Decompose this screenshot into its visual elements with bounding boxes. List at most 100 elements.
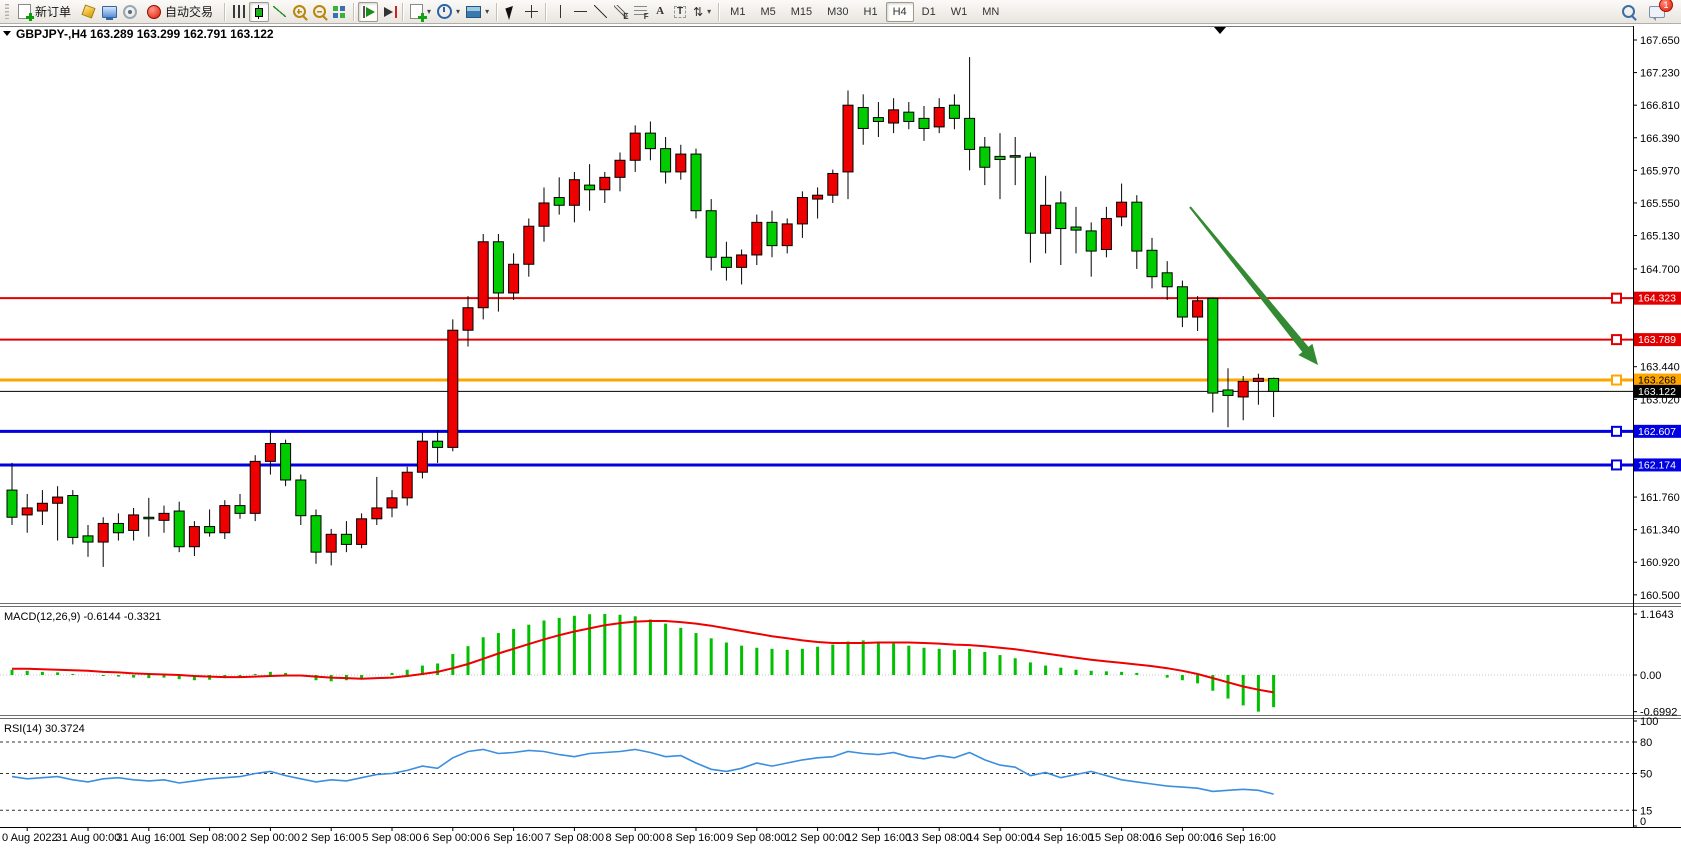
chevron-down-icon[interactable]: ▾: [427, 7, 432, 16]
timeframe-button-mn[interactable]: MN: [982, 5, 1000, 18]
chart-window: 167.650 167.230 166.810 166.390 165.970 165.5…: [0, 24, 1681, 847]
toolbar-separator: [402, 2, 404, 21]
resistance-line-2-handle[interactable]: [1611, 334, 1622, 346]
price-axis-tick-label: 167.650: [1640, 35, 1680, 47]
arrows-tool-icon: ⇅: [693, 4, 704, 19]
down-arrow-annotation[interactable]: [1189, 206, 1318, 365]
support-line-2-handle[interactable]: [1611, 459, 1622, 471]
price-axis-tick-label: 164.700: [1640, 264, 1680, 276]
candle-bull: [1237, 380, 1249, 398]
fibonacci-tool-button[interactable]: F: [630, 2, 650, 22]
timeframe-button-h1[interactable]: H1: [863, 5, 878, 18]
candle-bull: [264, 443, 276, 462]
timeframe-button-m15[interactable]: M15: [790, 5, 813, 18]
autotrade-label: 自动交易: [165, 5, 214, 19]
time-axis-label: 12 Sep 16:00: [846, 832, 911, 844]
crosshair-tool-button[interactable]: [521, 2, 541, 22]
candle-bear: [857, 107, 869, 129]
candlestick-chart-button[interactable]: [249, 1, 270, 22]
timeframe-button-m30[interactable]: M30: [827, 5, 849, 18]
new-order-icon: [18, 4, 34, 21]
candle-bear: [553, 197, 565, 206]
candle-bear: [310, 515, 322, 553]
time-axis-label: 7 Sep 08:00: [545, 832, 604, 844]
bar-chart-icon: [233, 5, 246, 18]
time-axis-label: 14 Sep 00:00: [967, 832, 1032, 844]
signals-button[interactable]: [120, 2, 140, 22]
rsi-axis-tick-label: 100: [1640, 716, 1658, 728]
chart-symbol-title: GBPJPY-,H4 163.289 163.299 162.791 163.1…: [16, 27, 274, 41]
candle-bear: [979, 146, 991, 168]
horizontal-line-icon: [573, 5, 587, 18]
horizontal-line-tool-button[interactable]: [570, 2, 590, 22]
price-chart[interactable]: 167.650 167.230 166.810 166.390 165.970 165.5…: [0, 24, 1681, 847]
rsi-line: [11, 748, 1274, 795]
candle-bear: [1207, 297, 1219, 394]
toolbar-separator: [718, 2, 720, 21]
chevron-down-icon[interactable]: ▾: [485, 7, 490, 16]
autotrade-button[interactable]: 自动交易: [140, 2, 220, 22]
chevron-down-icon[interactable]: ▾: [456, 7, 461, 16]
current-price-line-price-label-text: 163.122: [1638, 386, 1676, 398]
terminal-button[interactable]: [99, 2, 120, 22]
timeframe-button-h4[interactable]: H4: [885, 1, 914, 22]
zoom-in-button[interactable]: [289, 2, 309, 22]
candle-bear: [432, 440, 444, 448]
arrows-tool-button[interactable]: ⇅ ▾: [690, 2, 714, 22]
candle-bull: [97, 522, 109, 543]
price-axis-tick-label: 161.340: [1640, 525, 1680, 537]
chart-shift-marker[interactable]: [1214, 27, 1226, 34]
resistance-line-1-handle[interactable]: [1611, 292, 1622, 304]
bar-chart-button[interactable]: [229, 2, 249, 22]
vertical-line-tool-button[interactable]: [550, 2, 570, 22]
support-line-1-handle[interactable]: [1611, 425, 1622, 437]
templates-button[interactable]: ▾: [463, 2, 492, 22]
indicators-button[interactable]: ▾: [407, 2, 434, 22]
timeframe-button-m1[interactable]: M1: [730, 5, 746, 18]
title-expand-icon[interactable]: [3, 31, 11, 36]
price-axis-tick-label: 165.130: [1640, 231, 1680, 243]
price-axis-tick-label: 166.810: [1640, 100, 1680, 112]
new-order-button[interactable]: 新订单: [11, 2, 78, 22]
text-tool-button[interactable]: A: [650, 2, 670, 22]
toolbar-grip[interactable]: [5, 4, 9, 19]
periods-button[interactable]: ▾: [434, 2, 463, 22]
timeframe-button-d1[interactable]: D1: [921, 5, 936, 18]
current-price-line-price-label: [1634, 384, 1681, 398]
vertical-line-icon: [553, 5, 567, 18]
cube-icon: [81, 4, 96, 19]
timeframe-button-w1[interactable]: W1: [950, 5, 968, 18]
trendline-tool-button[interactable]: [590, 2, 610, 22]
market-watch-button[interactable]: [78, 2, 99, 22]
price-axis-tick-label: 167.230: [1640, 68, 1680, 80]
search-button[interactable]: [1618, 2, 1638, 22]
candle-bear: [660, 148, 672, 173]
candle-bull: [629, 132, 641, 161]
price-axis-tick-label: 166.390: [1640, 133, 1680, 145]
time-axis-label: 16 Sep 00:00: [1150, 832, 1215, 844]
notifications-button[interactable]: 1: [1646, 0, 1673, 22]
line-chart-button[interactable]: [269, 2, 289, 22]
rsi-label: RSI(14) 30.3724: [4, 723, 85, 735]
candle-bull: [736, 254, 748, 268]
tile-windows-button[interactable]: [329, 2, 349, 22]
channel-tool-button[interactable]: E: [610, 2, 630, 22]
timeframe-button-m5[interactable]: M5: [760, 5, 776, 18]
auto-scroll-button[interactable]: [358, 1, 379, 22]
chevron-down-icon[interactable]: ▾: [707, 7, 712, 16]
monitor-icon: [102, 5, 118, 20]
candle-bull: [325, 533, 337, 553]
candle-bear: [690, 153, 702, 212]
chart-shift-button[interactable]: [378, 2, 398, 22]
rsi-axis-tick-label: 15: [1640, 805, 1652, 817]
pivot-line-handle[interactable]: [1611, 374, 1622, 386]
candle-bull: [796, 197, 808, 225]
zoom-out-button[interactable]: [309, 2, 329, 22]
label-tool-button[interactable]: T: [670, 2, 690, 22]
candle-bear: [705, 210, 717, 258]
candle-bull: [1040, 204, 1052, 234]
candle-bear: [492, 241, 504, 294]
cursor-tool-button[interactable]: [501, 2, 521, 22]
line-chart-icon: [272, 6, 286, 17]
candle-bull: [888, 109, 900, 124]
